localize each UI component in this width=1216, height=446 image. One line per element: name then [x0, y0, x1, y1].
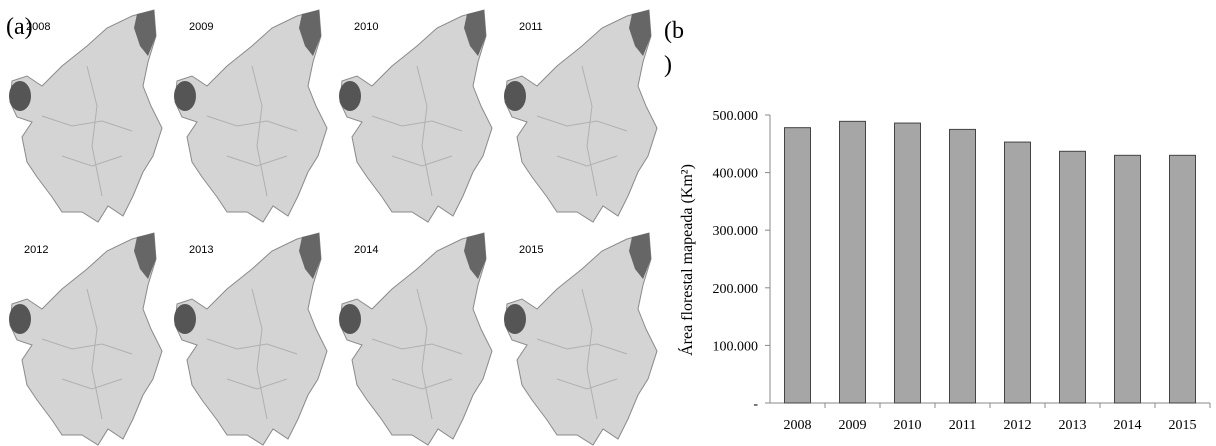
- panel-label: ): [664, 52, 672, 78]
- figure: (a) 20082009201020112012201320142015 (b …: [0, 0, 1216, 446]
- x-tick-label: 2013: [1059, 418, 1087, 433]
- y-tick-label: 500.000: [713, 109, 759, 124]
- y-tick-label: 200.000: [713, 282, 759, 297]
- bar: [1170, 155, 1196, 403]
- panel-label: (b: [664, 18, 684, 44]
- map-image: [339, 233, 492, 445]
- bar: [840, 121, 866, 403]
- x-tick-label: 2009: [839, 418, 867, 433]
- map-year-label: 2015: [519, 244, 543, 256]
- bar: [1060, 151, 1086, 403]
- y-tick-label: 400.000: [713, 167, 759, 182]
- bar: [895, 123, 921, 403]
- map-year-label: 2009: [189, 21, 213, 33]
- y-tick-label: 100.000: [713, 339, 759, 354]
- bar: [1115, 155, 1141, 403]
- map-year-label: 2008: [26, 21, 50, 33]
- maps: 2008 2009 2010 2011 2012 2013 2014 2015: [9, 10, 657, 445]
- map-image: [504, 233, 657, 445]
- map-year-label: 2010: [354, 21, 378, 33]
- map-year-label: 2011: [519, 21, 543, 33]
- bar: [785, 128, 811, 403]
- map-year-label: 2012: [24, 244, 48, 256]
- y-axis-label: Área florestal mapeada (Km²): [677, 164, 696, 356]
- x-tick-label: 2015: [1169, 418, 1197, 433]
- map-image: [9, 10, 162, 222]
- map-image: [9, 233, 162, 445]
- y-tick-label: 300.000: [713, 224, 759, 239]
- bar: [950, 129, 976, 403]
- map-image: [174, 233, 327, 445]
- map-image: [339, 10, 492, 222]
- x-tick-label: 2012: [1004, 418, 1032, 433]
- x-tick-label: 2011: [949, 418, 976, 433]
- bar: [1005, 142, 1031, 403]
- y-tick-label: -: [753, 397, 758, 412]
- map-year-label: 2014: [354, 244, 378, 256]
- x-tick-label: 2010: [894, 418, 922, 433]
- map-image: [174, 10, 327, 222]
- x-tick-label: 2008: [784, 418, 812, 433]
- map-year-label: 2013: [189, 244, 213, 256]
- map-image: [504, 10, 657, 222]
- x-tick-label: 2014: [1114, 418, 1142, 433]
